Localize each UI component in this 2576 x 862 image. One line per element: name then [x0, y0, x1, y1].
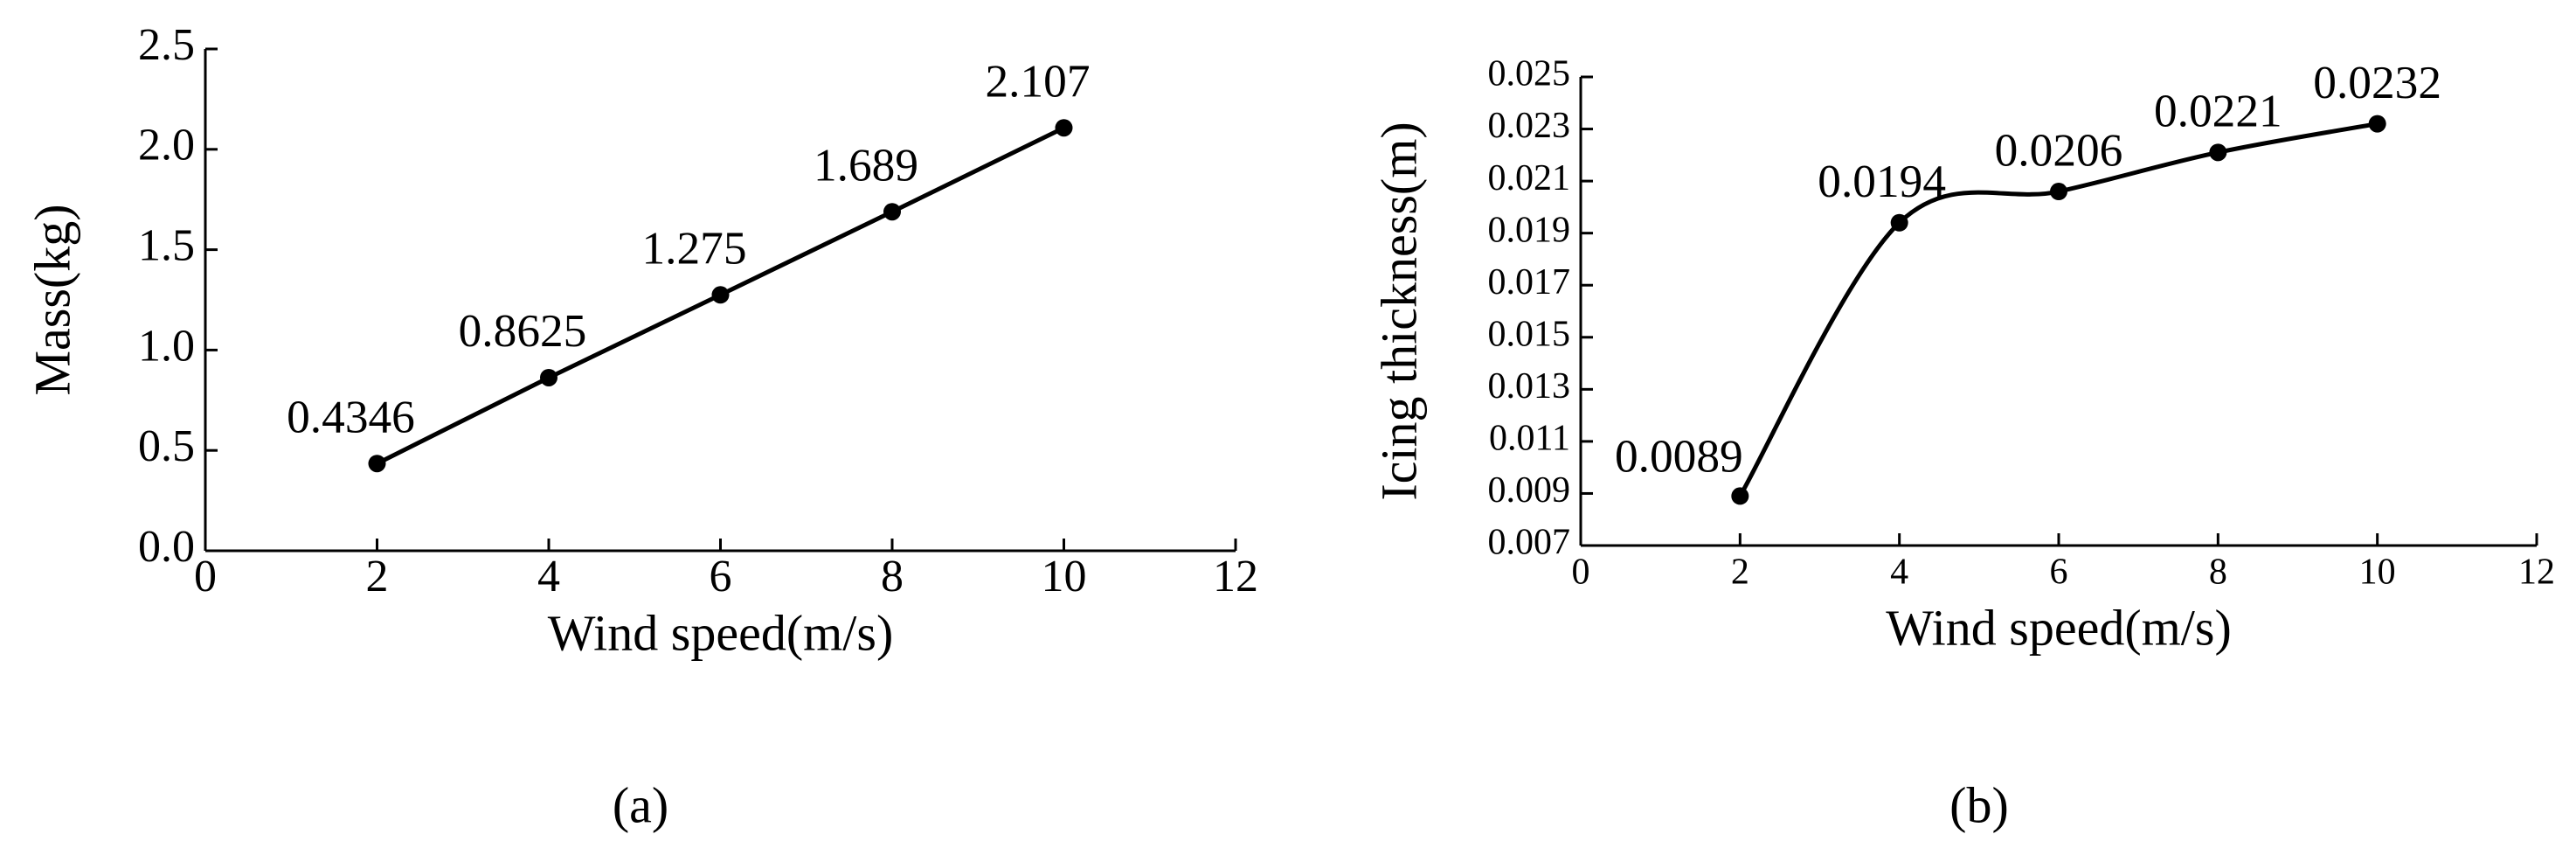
data-point	[2209, 143, 2227, 162]
y-tick-label: 0.007	[1488, 523, 1571, 563]
y-tick-label: 2.5	[138, 20, 195, 70]
data-point	[2368, 115, 2386, 133]
y-tick-label: 1.0	[138, 321, 195, 371]
data-point	[2050, 183, 2067, 201]
data-label: 1.689	[814, 138, 918, 191]
data-label: 0.8625	[459, 304, 587, 357]
data-label: 2.107	[985, 54, 1090, 107]
x-tick-label: 6	[710, 552, 732, 601]
y-tick-label: 0.013	[1488, 366, 1571, 407]
y-tick-label: 0.011	[1489, 419, 1570, 459]
data-point	[711, 286, 730, 304]
caption: (a)	[613, 776, 668, 833]
data-point	[883, 203, 901, 221]
data-point	[540, 368, 557, 386]
y-tick-label: 0.017	[1488, 262, 1571, 302]
x-tick-label: 12	[1213, 552, 1258, 601]
x-tick-label: 4	[1890, 553, 1908, 593]
x-tick-label: 12	[2518, 553, 2555, 593]
y-tick-label: 0.015	[1488, 314, 1571, 354]
x-tick-label: 10	[2359, 553, 2396, 593]
x-tick-label: 10	[1042, 552, 1087, 601]
y-axis-label: Icing thickness(m)	[1370, 122, 1427, 500]
caption: (b)	[1949, 776, 2009, 833]
data-label: 0.4346	[287, 390, 415, 442]
x-tick-label: 2	[366, 552, 389, 601]
x-tick-label: 2	[1731, 553, 1749, 593]
data-label: 0.0194	[1818, 155, 1946, 207]
x-axis-label: Wind speed(m/s)	[1886, 599, 2232, 656]
x-tick-label: 4	[537, 552, 560, 601]
x-tick-label: 8	[2209, 553, 2227, 593]
line-series	[1738, 122, 2379, 497]
x-tick-label: 6	[2050, 553, 2068, 593]
data-label: 0.0232	[2313, 56, 2441, 108]
y-tick-label: 2.0	[138, 121, 195, 170]
y-axis-label: Mass(kg)	[24, 204, 80, 395]
y-tick-label: 0.023	[1488, 106, 1571, 146]
data-point	[1890, 213, 1908, 232]
data-label: 0.0221	[2154, 85, 2282, 137]
y-tick-label: 0.0	[138, 522, 195, 572]
y-tick-label: 0.009	[1488, 470, 1571, 511]
y-tick-label: 1.5	[138, 221, 195, 271]
data-point	[368, 455, 386, 473]
data-point	[1055, 119, 1073, 137]
y-tick-label: 0.021	[1488, 158, 1571, 198]
y-tick-label: 0.5	[138, 421, 195, 471]
data-point	[1731, 487, 1749, 505]
x-axis-label: Wind speed(m/s)	[548, 604, 894, 661]
x-tick-label: 0	[194, 552, 217, 601]
data-label: 0.0089	[1615, 430, 1743, 483]
data-label: 1.275	[641, 222, 746, 275]
y-tick-label: 0.019	[1488, 210, 1571, 250]
y-tick-label: 0.025	[1488, 54, 1571, 94]
x-tick-label: 0	[1572, 553, 1590, 593]
x-tick-label: 8	[881, 552, 904, 601]
data-label: 0.0206	[1995, 123, 2123, 176]
